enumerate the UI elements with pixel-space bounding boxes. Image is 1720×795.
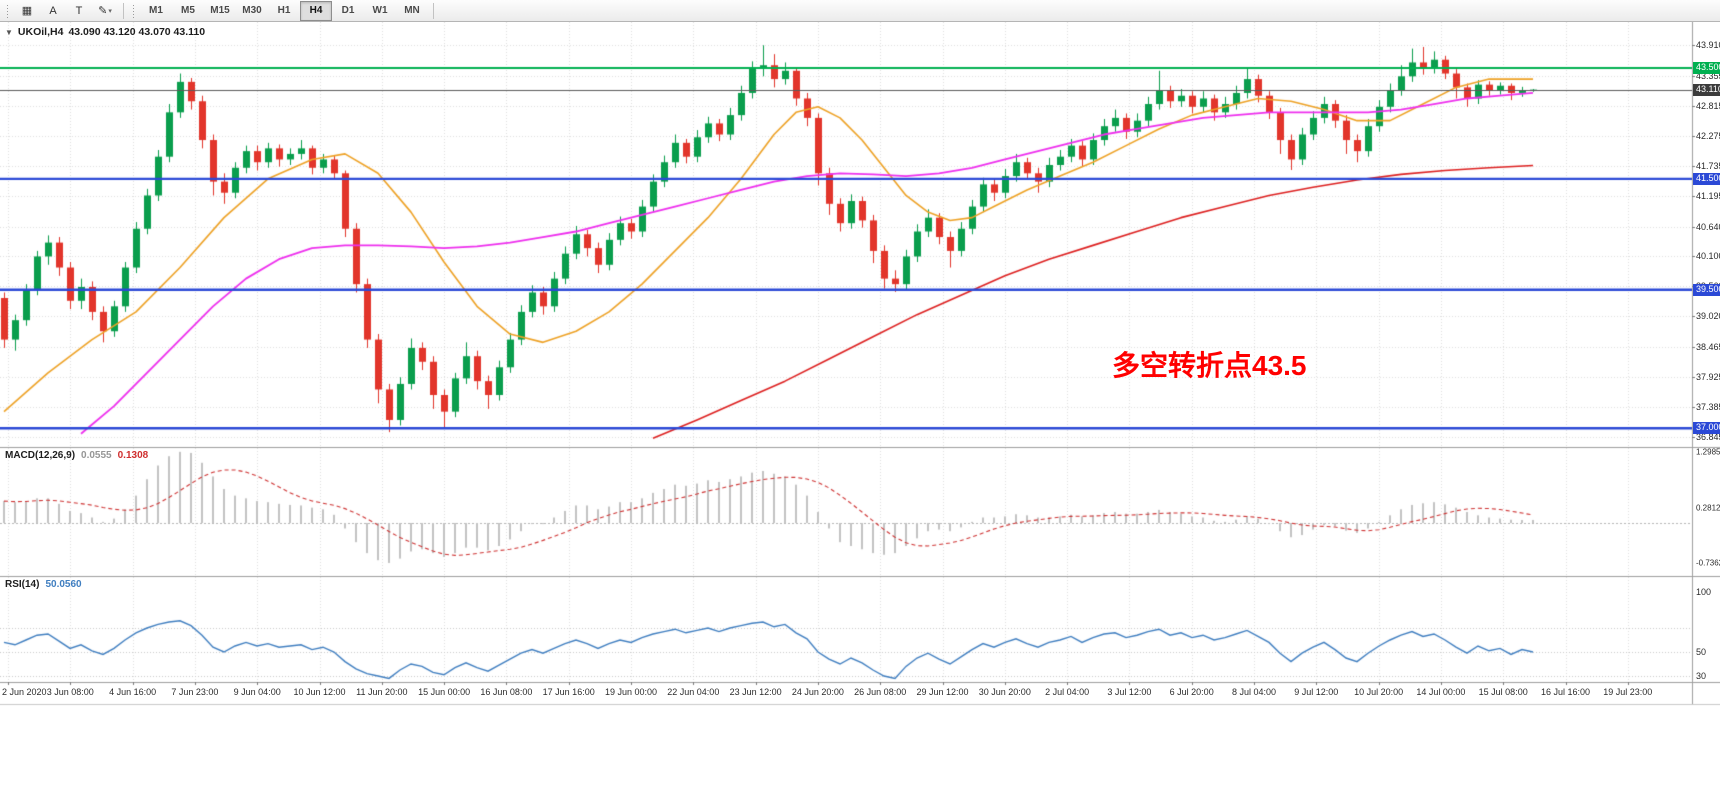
price-axis-label: 37.925 [1696, 371, 1720, 382]
macd-axis-label: 1.2985 [1696, 447, 1720, 457]
ohlc-values: 43.090 43.120 43.070 43.110 [68, 26, 206, 38]
price-axis-label: 42.275 [1696, 130, 1720, 141]
time-axis-label: 9 Jun 04:00 [233, 687, 281, 697]
rsi-axis-label: 50 [1696, 647, 1707, 657]
symbol-name: UKOil,H4 [17, 26, 64, 38]
time-axis[interactable]: 2 Jun 2020 3 Jun 08:00 4 Jun 16:00 7 Jun 23… [0, 682, 1692, 705]
chart-annotation-text[interactable]: 多空转折点43.5 [1112, 350, 1307, 381]
price-axis-label: 41.735 [1696, 160, 1720, 171]
time-axis-label: 30 Jun 20:00 [978, 687, 1031, 697]
time-axis-label: 22 Jun 04:00 [667, 687, 720, 697]
time-axis-label: 19 Jul 23:00 [1603, 687, 1653, 697]
time-axis-label: 15 Jul 08:00 [1478, 687, 1528, 697]
time-axis-label: 11 Jun 20:00 [356, 687, 408, 697]
time-axis-label: 4 Jun 16:00 [109, 687, 157, 697]
timeframe-button-m15[interactable]: M15 [210, 5, 230, 16]
macd-axis-label: -0.7362 [1696, 558, 1720, 568]
time-axis-label: 9 Jul 12:00 [1294, 687, 1339, 697]
price-axis-label: 39.020 [1696, 311, 1720, 322]
time-axis-label: 2 Jul 04:00 [1045, 687, 1090, 697]
timeframe-button-mn[interactable]: MN [404, 5, 420, 16]
price-axis-label: 40.640 [1696, 221, 1720, 232]
time-axis-label: 24 Jun 20:00 [791, 687, 844, 697]
toolbar-separator [433, 2, 434, 19]
chart-window: ▼ UKOil,H4 43.090 43.120 43.070 43.110 M… [0, 22, 1720, 795]
time-axis-label: 3 Jun 08:00 [46, 687, 94, 697]
macd-name: MACD(12,26,9) [5, 450, 76, 461]
current-price-badge: 43.110 [1693, 83, 1720, 96]
rsi-axis-label: 30 [1696, 671, 1707, 681]
price-level-badge: 37.000 [1693, 422, 1720, 435]
time-axis-label: 26 Jun 08:00 [854, 687, 907, 697]
time-axis-label: 17 Jun 16:00 [542, 687, 595, 697]
chart-window-icon[interactable]: ▦ [21, 5, 33, 17]
toolbar-separator [123, 2, 124, 19]
rsi-indicator-label: RSI(14) 50.0560 [5, 579, 82, 590]
chart-title: ▼ UKOil,H4 43.090 43.120 43.070 43.110 [5, 26, 205, 38]
timeframe-button-h1[interactable]: H1 [277, 5, 291, 16]
time-axis-label: 29 Jun 12:00 [916, 687, 969, 697]
macd-main-value: 0.0555 [81, 450, 112, 461]
time-axis-label: 23 Jun 12:00 [729, 687, 782, 697]
timeframe-button-d1[interactable]: D1 [341, 5, 355, 16]
timeframe-button-h4[interactable]: H4 [300, 0, 332, 21]
text-annotation-a-icon[interactable]: A [49, 4, 57, 17]
toolbar-drag-handle[interactable] [6, 3, 10, 18]
timeframe-button-m1[interactable]: M1 [149, 5, 163, 16]
toolbar-drag-handle[interactable] [132, 3, 136, 18]
price-axis-label: 36.845 [1696, 431, 1720, 442]
price-level-badge: 39.500 [1693, 283, 1720, 296]
time-axis-label: 19 Jun 00:00 [604, 687, 658, 697]
price-axis-label: 38.465 [1696, 342, 1720, 353]
timeframe-button-m5[interactable]: M5 [181, 5, 195, 16]
draw-tool-icon[interactable]: ✎ ▾ [98, 5, 112, 17]
time-axis-label: 10 Jul 20:00 [1354, 687, 1404, 697]
time-axis-label: 14 Jul 00:00 [1416, 687, 1466, 697]
price-level-badge: 41.500 [1693, 172, 1720, 185]
chart-canvas[interactable] [0, 22, 1720, 795]
time-axis-label: 16 Jun 08:00 [480, 687, 533, 697]
time-axis-label: 8 Jul 04:00 [1231, 687, 1277, 697]
macd-indicator-label: MACD(12,26,9) 0.0555 0.1308 [5, 450, 148, 461]
timeframes-group: M1 M5 M15 M30 H1 H4 D1 W1 MN [140, 0, 428, 21]
time-axis-label: 16 Jul 16:00 [1540, 687, 1591, 697]
time-axis-label: 2 Jun 2020 [2, 687, 47, 697]
macd-signal-value: 0.1308 [117, 450, 149, 461]
macd-axis-label: 0.2812 [1696, 503, 1720, 513]
price-level-badge: 43.500 [1693, 62, 1720, 74]
time-axis-label: 10 Jun 12:00 [293, 687, 346, 697]
time-axis-label: 15 Jun 00:00 [418, 687, 471, 697]
timeframe-button-w1[interactable]: W1 [372, 5, 388, 16]
rsi-axis-label: 100 [1696, 587, 1712, 597]
price-axis-label: 42.815 [1696, 100, 1720, 111]
text-label-t-icon[interactable]: T [75, 4, 83, 17]
timeframe-button-m30[interactable]: M30 [242, 5, 262, 16]
price-axis-label: 40.100 [1696, 251, 1720, 262]
time-axis-label: 3 Jul 12:00 [1107, 687, 1152, 697]
rsi-name: RSI(14) [5, 579, 40, 590]
price-axis-label: 41.195 [1696, 190, 1720, 201]
price-axis-label: 43.910 [1696, 40, 1720, 51]
drawing-tools-group: ▦ A T ✎ ▾ [14, 1, 118, 21]
toolbar: ▦ A T ✎ ▾ M1 M5 M15 M30 H1 H4 D1 W1 MN [0, 0, 1720, 22]
time-axis-label: 6 Jul 20:00 [1169, 687, 1214, 697]
price-axis[interactable]: 43.910 43.355 42.815 42.275 41.735 41.195 40.6… [1692, 22, 1720, 704]
price-axis-label: 43.355 [1696, 71, 1720, 82]
collapse-arrow-icon[interactable]: ▼ [5, 27, 13, 37]
rsi-value: 50.0560 [45, 579, 82, 590]
price-axis-label: 37.385 [1696, 401, 1720, 412]
time-axis-label: 7 Jun 23:00 [171, 687, 219, 697]
